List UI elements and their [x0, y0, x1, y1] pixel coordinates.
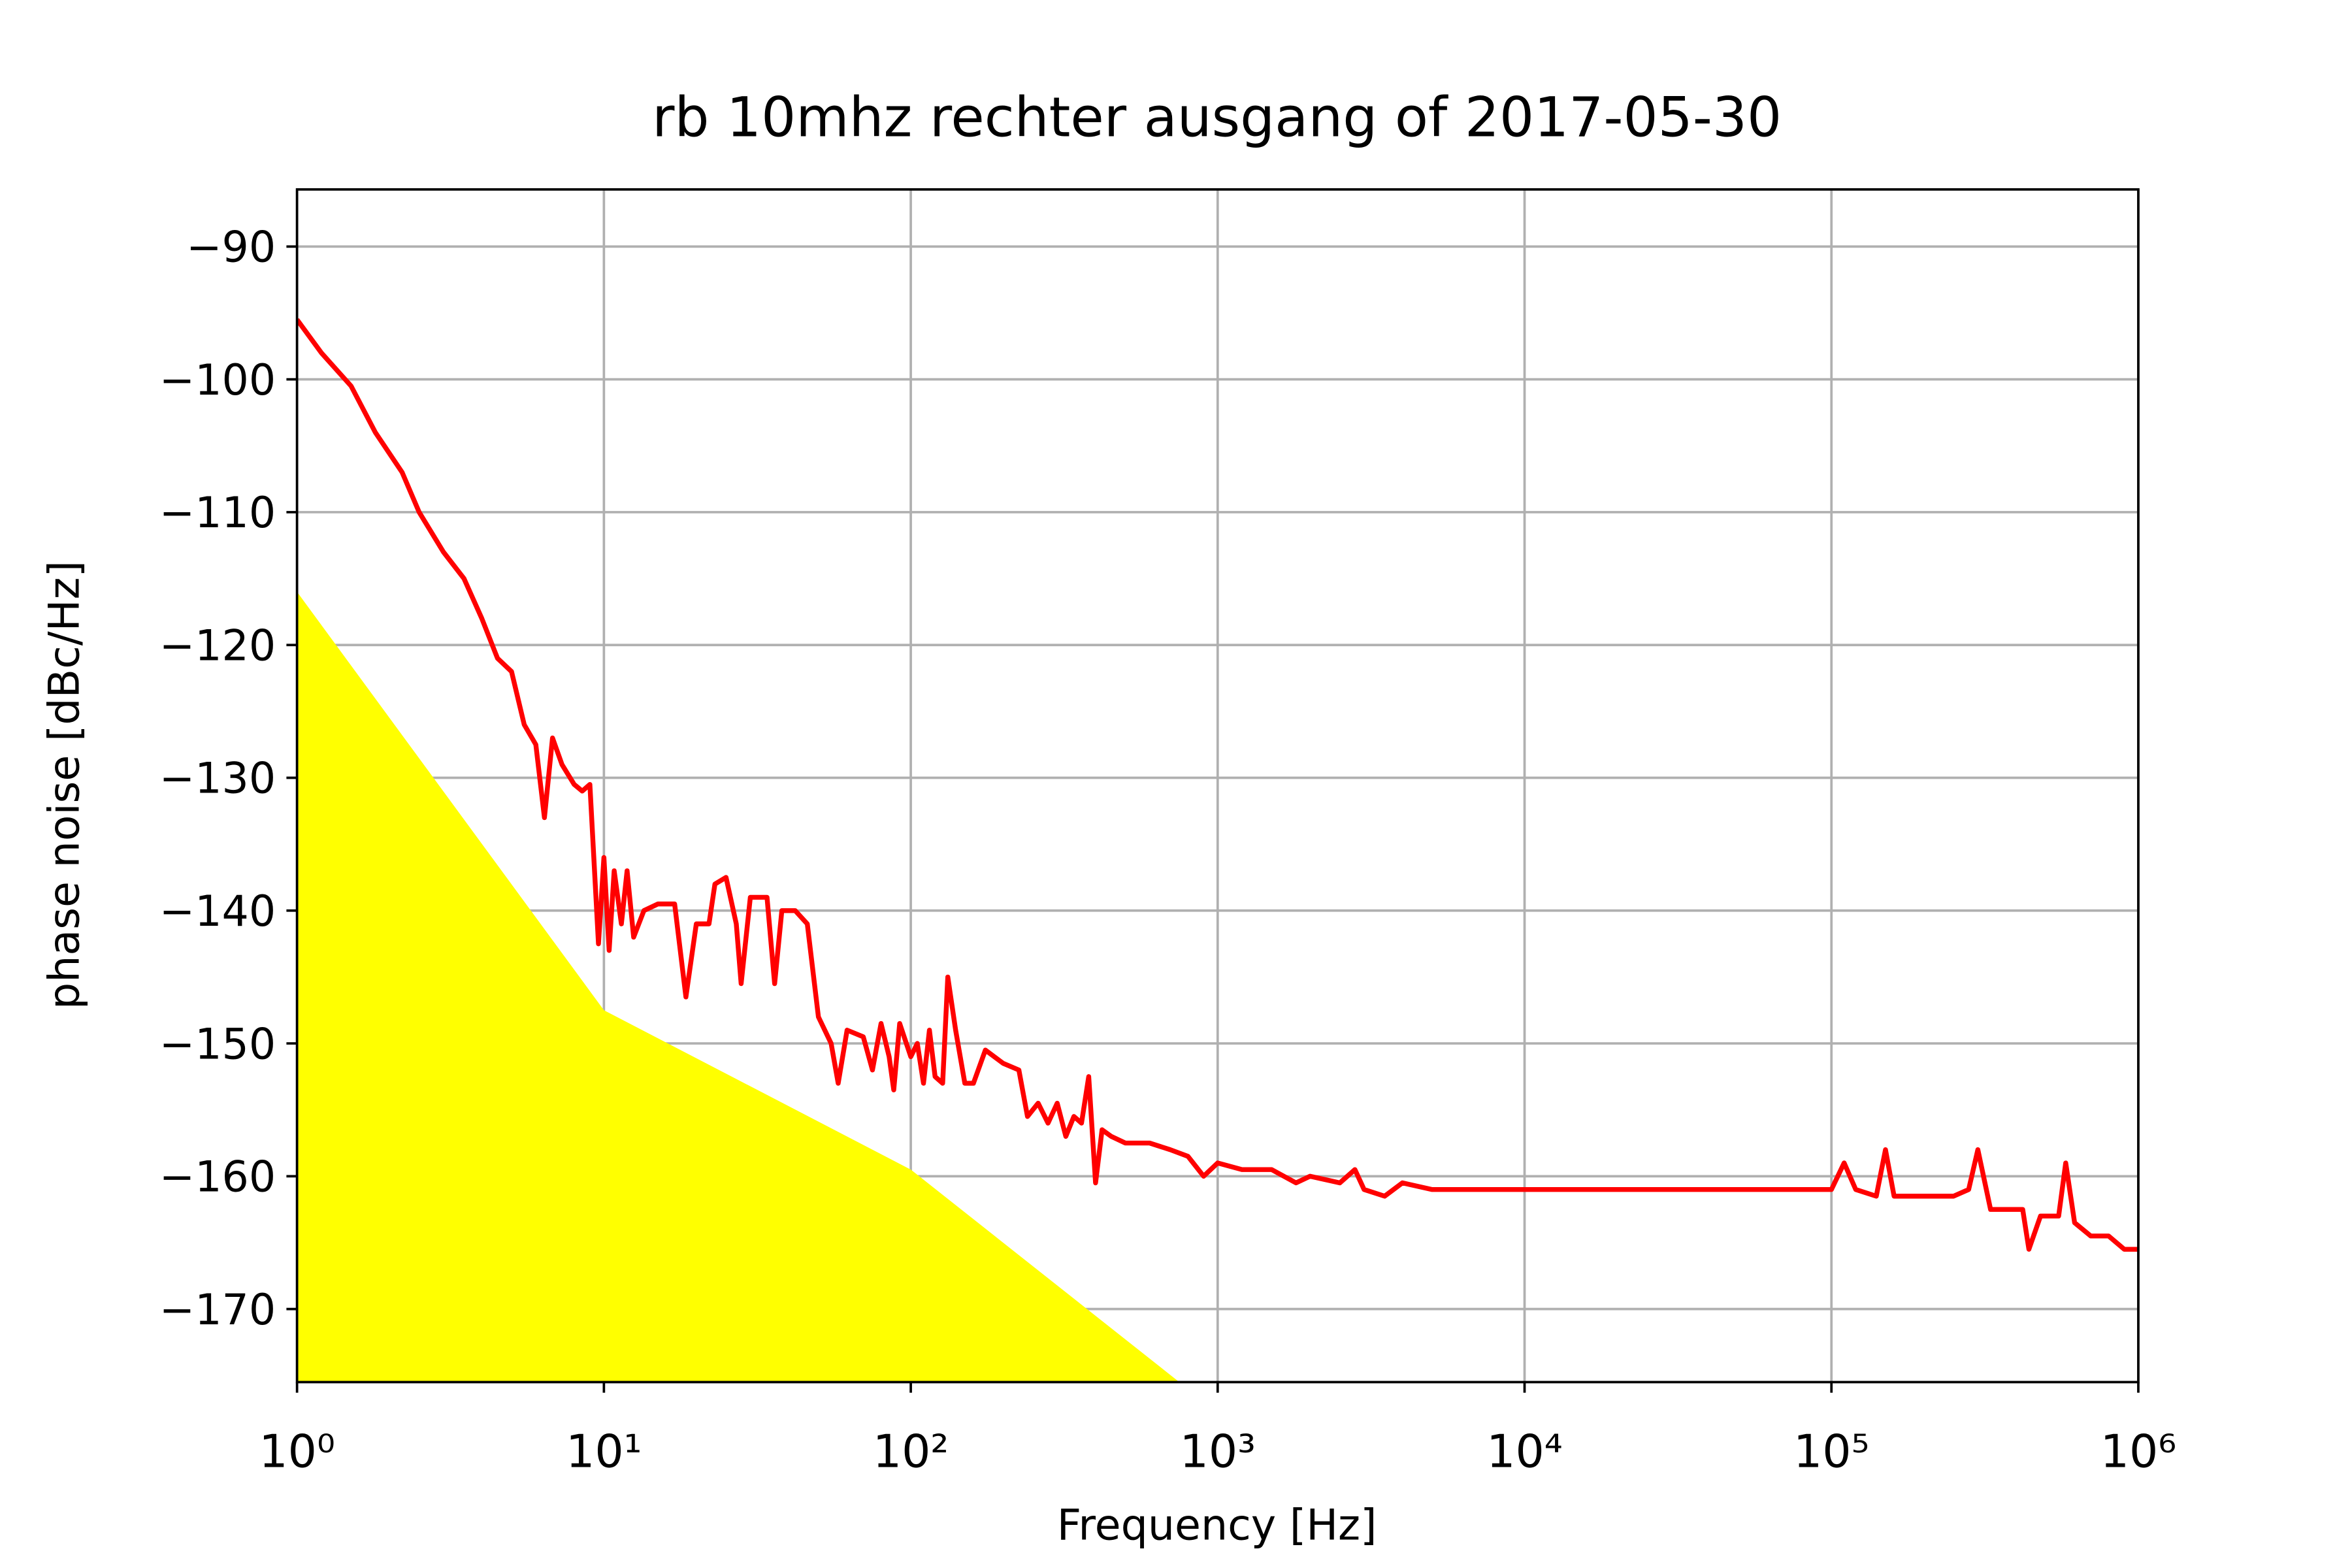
ticks: 10⁰ 10¹ 10² 10³ 10⁴ 10⁵ 10⁶ −90 −100 −110 −120 −130…: [159, 223, 2176, 1478]
y-tick-label: −100: [159, 356, 276, 405]
x-tick-label: 10⁵: [1793, 1425, 1869, 1478]
x-tick-label: 10⁴: [1486, 1425, 1562, 1478]
x-axis-label: Frequency [Hz]: [1057, 1501, 1377, 1550]
x-tick-label: 10²: [873, 1425, 949, 1478]
y-tick-label: −170: [159, 1286, 276, 1335]
chart-title: rb 10mhz rechter ausgang of 2017-05-30: [652, 86, 1782, 150]
x-tick-label: 10⁰: [259, 1425, 335, 1478]
y-tick-label: −150: [159, 1020, 276, 1069]
y-tick-label: −160: [159, 1153, 276, 1202]
area: [297, 591, 1180, 1382]
x-tick-label: 10⁶: [2100, 1425, 2176, 1478]
y-tick-label: −120: [159, 621, 276, 670]
x-tick-label: 10³: [1180, 1425, 1256, 1478]
grid: [295, 189, 2140, 1382]
y-axis-label: phase noise [dBc/Hz]: [41, 561, 90, 1009]
y-tick-label: −130: [159, 755, 276, 804]
y-tick-label: −140: [159, 887, 276, 936]
line: [297, 318, 2138, 1252]
plot-area: [297, 318, 2138, 1382]
x-tick-label: 10¹: [566, 1425, 642, 1478]
y-tick-label: −90: [186, 223, 276, 272]
y-tick-label: −110: [159, 489, 276, 538]
